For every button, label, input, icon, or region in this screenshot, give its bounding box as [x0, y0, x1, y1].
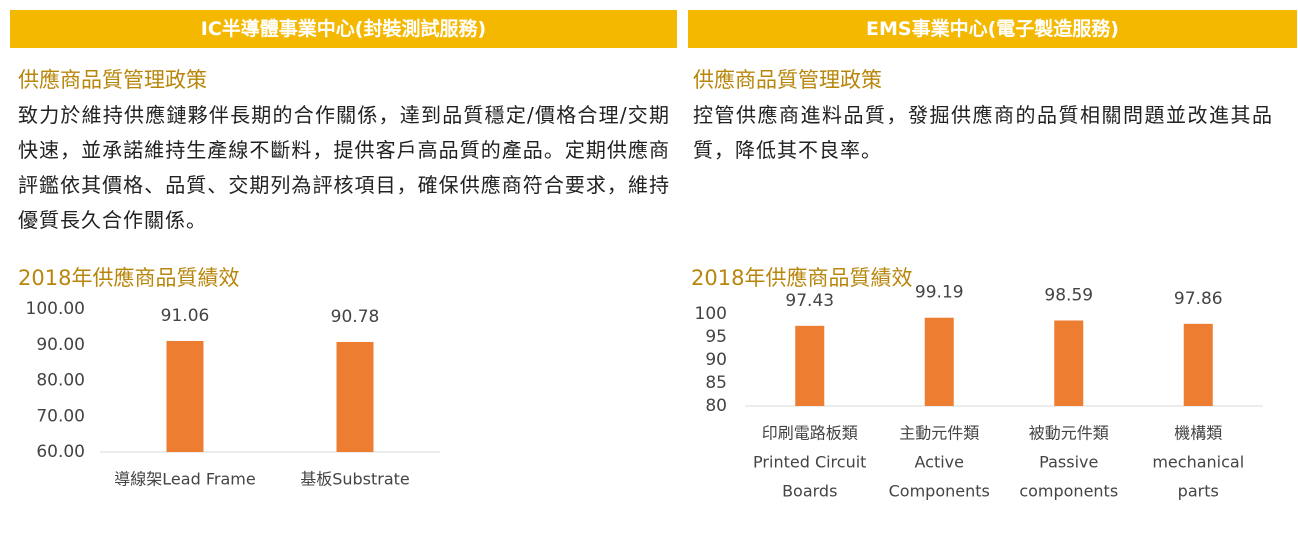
x-tick-label: 被動元件類: [1029, 424, 1109, 443]
x-tick-label: Boards: [782, 482, 837, 501]
bar: [1054, 320, 1084, 406]
y-tick-label: 60.00: [36, 442, 85, 462]
x-tick-label: 印刷電路板類: [762, 424, 858, 443]
bar: [336, 341, 374, 452]
bar: [795, 325, 825, 406]
x-tick-label: Printed Circuit: [753, 453, 866, 472]
y-tick-label: 90: [705, 350, 727, 370]
bar: [1183, 323, 1213, 406]
body-text: 控管供應商進料品質，發掘供應商的品質相關問題並改進其品質，降低其不良率。: [693, 103, 1273, 162]
x-tick-label: components: [1019, 482, 1118, 501]
x-tick-label: 主動元件類: [899, 424, 979, 443]
x-tick-label: Components: [889, 482, 990, 501]
data-label: 99.19: [915, 283, 964, 303]
y-tick-label: 100: [695, 304, 727, 324]
panel-header: IC半導體事業中心(封裝測試服務): [10, 10, 677, 48]
panel-header: EMS事業中心(電子製造服務): [688, 10, 1297, 48]
x-tick-label: 機構類: [1174, 424, 1222, 443]
x-tick-label: Active: [915, 453, 965, 472]
x-tick-label: 基板Substrate: [300, 470, 410, 489]
data-label: 90.78: [331, 307, 380, 327]
data-label: 98.59: [1044, 285, 1093, 305]
y-tick-label: 95: [705, 327, 727, 347]
chart-title: 2018年供應商品質績效: [18, 266, 240, 290]
y-tick-label: 100.00: [26, 299, 85, 319]
data-label: 97.43: [785, 291, 834, 311]
y-tick-label: 80.00: [36, 371, 85, 391]
x-tick-label: 導線架Lead Frame: [114, 470, 255, 489]
chart-title: 2018年供應商品質績效: [691, 266, 913, 290]
x-tick-label: mechanical: [1152, 453, 1244, 472]
data-label: 91.06: [161, 306, 210, 326]
y-tick-label: 80: [705, 396, 727, 416]
data-label: 97.86: [1174, 289, 1223, 309]
y-tick-label: 70.00: [36, 406, 85, 426]
bar: [166, 340, 204, 452]
y-tick-label: 85: [705, 373, 727, 393]
bar: [924, 317, 954, 406]
section-subtitle: 供應商品質管理政策: [18, 68, 207, 92]
y-tick-label: 90.00: [36, 335, 85, 355]
body-text: 致力於維持供應鏈夥伴長期的合作關係，達到品質穩定/價格合理/交期快速，並承諾維持…: [18, 103, 670, 232]
x-tick-label: Passive: [1039, 453, 1098, 472]
section-subtitle: 供應商品質管理政策: [693, 68, 882, 92]
x-tick-label: parts: [1178, 482, 1219, 501]
